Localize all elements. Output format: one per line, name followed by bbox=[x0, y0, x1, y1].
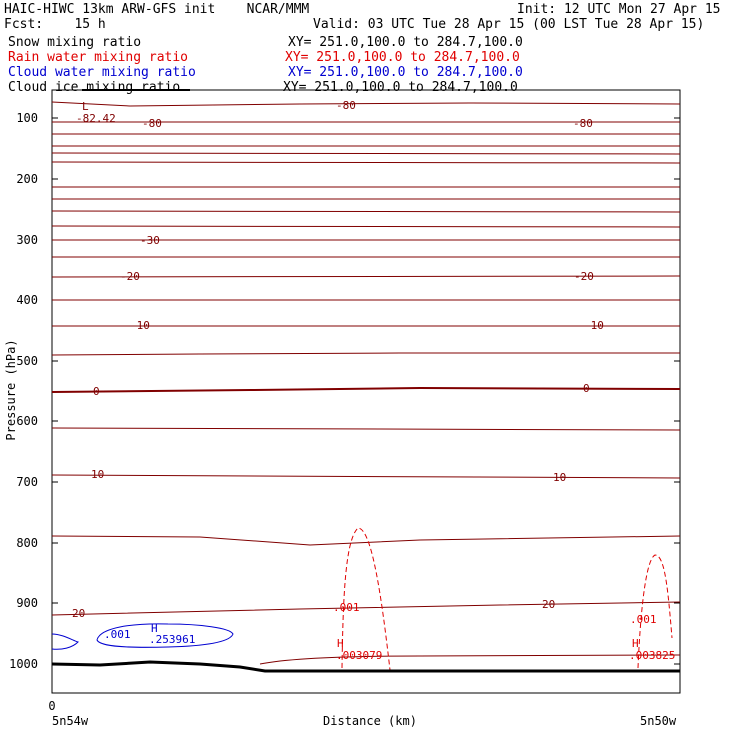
temperature-label: 10 bbox=[553, 471, 566, 484]
forecast-hour: Fcst: 15 h bbox=[4, 17, 106, 32]
temperature-label: 20 bbox=[72, 607, 85, 620]
isotherms bbox=[51, 101, 681, 665]
temperature-label: -10 bbox=[130, 319, 150, 332]
temperature-label: -20 bbox=[574, 270, 594, 283]
temperature-label: -80 bbox=[336, 99, 356, 112]
temperature-label: -20 bbox=[120, 270, 140, 283]
high-marker: H bbox=[632, 637, 639, 650]
contour-label: .001 bbox=[333, 601, 360, 614]
y-tick-label: 300 bbox=[16, 233, 38, 247]
temperature-label: 0 bbox=[93, 385, 100, 398]
legend-cloud-water-xy: XY= 251.0,100.0 to 284.7,100.0 bbox=[288, 65, 523, 80]
temperature-label: 20 bbox=[542, 598, 555, 611]
x-axis: 0 5n54w 5n50w Distance (km) bbox=[48, 699, 677, 728]
y-tick-label: 400 bbox=[16, 293, 38, 307]
x-start-label: 5n54w bbox=[52, 714, 89, 728]
x-axis-label: Distance (km) bbox=[323, 714, 417, 728]
high-value: .253961 bbox=[149, 633, 195, 646]
y-tick-label: 500 bbox=[16, 354, 38, 368]
y-tick-label: 900 bbox=[16, 596, 38, 610]
y-tick-label: 200 bbox=[16, 172, 38, 186]
y-tick-label: 100 bbox=[16, 111, 38, 125]
y-axis-label: Pressure (hPa) bbox=[4, 339, 18, 440]
x-end-label: 5n50w bbox=[640, 714, 677, 728]
temperature-label: 0 bbox=[583, 382, 590, 395]
contour-label: .001 bbox=[630, 613, 657, 626]
high-marker: H bbox=[151, 622, 158, 635]
y-axis: 100 200 300 400 500 600 700 800 900 1000… bbox=[4, 111, 680, 671]
contour-label: .001 bbox=[104, 628, 131, 641]
legend-snow-xy: XY= 251.0,100.0 to 284.7,100.0 bbox=[288, 35, 523, 50]
legend-rain-label: Rain water mixing ratio bbox=[8, 50, 189, 65]
legend-cloud-water-label: Cloud water mixing ratio bbox=[8, 65, 196, 80]
low-marker: L bbox=[82, 100, 89, 113]
x-tick-label: 0 bbox=[48, 699, 55, 713]
legend-cloud-ice-xy: XY= 251.0,100.0 to 284.7,100.0 bbox=[283, 80, 518, 95]
temperature-label: -80 bbox=[142, 117, 162, 130]
valid-time: Valid: 03 UTC Tue 28 Apr 15 (00 LST Tue … bbox=[313, 17, 705, 32]
legend-rain-xy: XY= 251.0,100.0 to 284.7,100.0 bbox=[285, 50, 520, 65]
legend-cloud-ice-label: Cloud ice mixing ratio bbox=[8, 80, 181, 95]
temperature-label: -30 bbox=[140, 234, 160, 247]
low-value: -82.42 bbox=[76, 112, 116, 125]
y-tick-label: 600 bbox=[16, 414, 38, 428]
terrain-line bbox=[51, 660, 680, 673]
y-tick-label: 800 bbox=[16, 536, 38, 550]
model-title: HAIC-HIWC 13km ARW-GFS init NCAR/MMM bbox=[4, 2, 310, 17]
init-time: Init: 12 UTC Mon 27 Apr 15 bbox=[517, 2, 721, 17]
temperature-label: -10 bbox=[584, 319, 604, 332]
rain-water-contours bbox=[341, 527, 673, 671]
high-value: .003079 bbox=[336, 649, 382, 662]
legend-snow-label: Snow mixing ratio bbox=[8, 35, 142, 50]
temperature-label: 10 bbox=[91, 468, 104, 481]
isotherm-labels: -80 -80 -80 -30 -20 -20 -10 -10 0 0 10 1… bbox=[72, 99, 604, 620]
high-value: .003825 bbox=[629, 649, 675, 662]
extrema-labels: L -82.42 H .253961 .001 H .003079 .001 H… bbox=[76, 100, 675, 662]
cloud-water-contours bbox=[51, 623, 234, 650]
y-tick-label: 1000 bbox=[9, 657, 38, 671]
high-marker: H bbox=[337, 637, 344, 650]
temperature-label: -80 bbox=[573, 117, 593, 130]
y-tick-label: 700 bbox=[16, 475, 38, 489]
